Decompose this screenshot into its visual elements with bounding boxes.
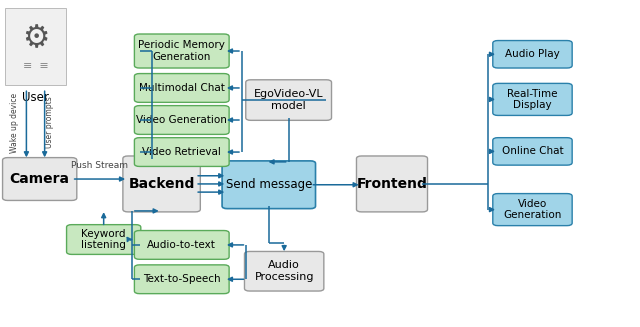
- Text: Frontend: Frontend: [356, 177, 428, 191]
- Text: Keyword
listening: Keyword listening: [81, 229, 126, 250]
- Text: ⚙: ⚙: [22, 25, 49, 53]
- FancyBboxPatch shape: [244, 251, 324, 291]
- Text: User: User: [22, 91, 49, 104]
- Text: Video
Generation: Video Generation: [503, 199, 562, 220]
- Text: Audio Play: Audio Play: [505, 49, 560, 59]
- Text: Wake up device: Wake up device: [10, 93, 19, 153]
- FancyBboxPatch shape: [134, 34, 229, 68]
- FancyBboxPatch shape: [493, 138, 572, 165]
- Text: Periodic Memory
Generation: Periodic Memory Generation: [138, 40, 225, 62]
- FancyBboxPatch shape: [222, 161, 316, 209]
- FancyBboxPatch shape: [134, 106, 229, 134]
- FancyBboxPatch shape: [134, 74, 229, 102]
- Text: Audio
Processing: Audio Processing: [255, 260, 314, 282]
- Text: Camera: Camera: [10, 172, 70, 186]
- Text: Real-Time
Display: Real-Time Display: [508, 89, 557, 110]
- Text: User prompts: User prompts: [45, 97, 54, 148]
- FancyBboxPatch shape: [493, 41, 572, 68]
- Text: Online Chat: Online Chat: [502, 146, 563, 156]
- Text: EgoVideo-VL
model: EgoVideo-VL model: [254, 89, 323, 111]
- FancyBboxPatch shape: [134, 265, 229, 294]
- FancyBboxPatch shape: [67, 225, 141, 254]
- Text: Multimodal Chat: Multimodal Chat: [139, 83, 225, 93]
- Text: Text-to-Speech: Text-to-Speech: [143, 274, 221, 284]
- FancyBboxPatch shape: [356, 156, 428, 212]
- Text: ≡  ≡: ≡ ≡: [22, 61, 49, 71]
- FancyBboxPatch shape: [123, 156, 200, 212]
- FancyBboxPatch shape: [3, 158, 77, 200]
- Text: Video Generation: Video Generation: [136, 115, 227, 125]
- Text: Send message: Send message: [226, 178, 312, 191]
- FancyBboxPatch shape: [5, 8, 66, 85]
- Text: Push Stream: Push Stream: [71, 161, 129, 170]
- Text: Backend: Backend: [129, 177, 195, 191]
- FancyBboxPatch shape: [493, 83, 572, 115]
- Text: Audio-to-text: Audio-to-text: [147, 240, 216, 250]
- FancyBboxPatch shape: [493, 194, 572, 226]
- FancyBboxPatch shape: [134, 138, 229, 166]
- Text: Video Retrieval: Video Retrieval: [142, 147, 221, 157]
- FancyBboxPatch shape: [134, 231, 229, 259]
- FancyBboxPatch shape: [246, 80, 332, 120]
